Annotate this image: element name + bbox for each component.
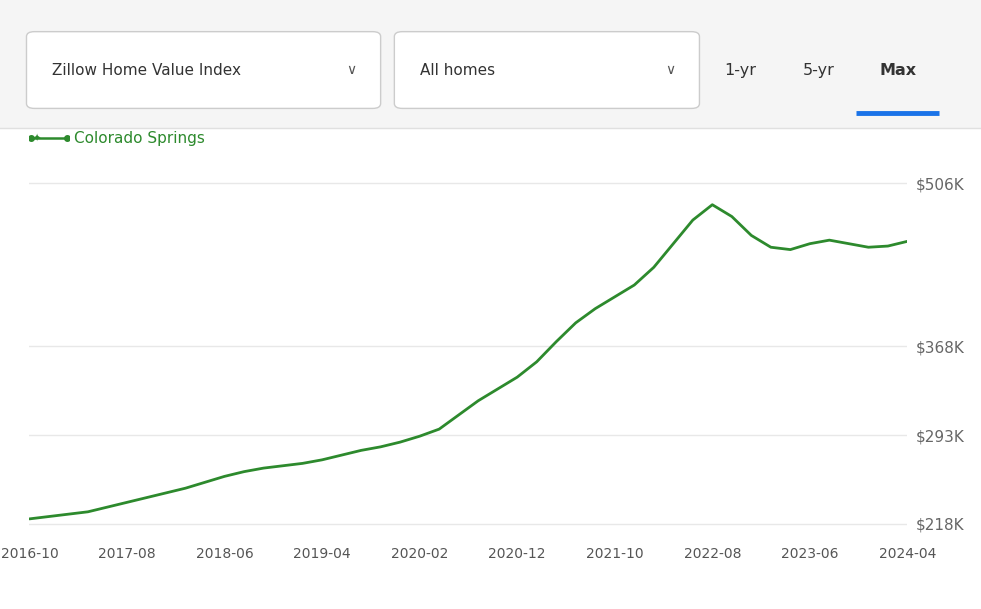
Text: 1-yr: 1-yr xyxy=(725,63,756,77)
Text: Max: Max xyxy=(879,63,916,77)
Text: 5-yr: 5-yr xyxy=(803,63,835,77)
Text: ∨: ∨ xyxy=(665,63,675,77)
Text: Colorado Springs: Colorado Springs xyxy=(74,131,204,146)
Text: ∨: ∨ xyxy=(346,63,356,77)
Text: ✦: ✦ xyxy=(32,133,40,143)
Text: Zillow Home Value Index: Zillow Home Value Index xyxy=(52,63,241,77)
Text: All homes: All homes xyxy=(420,63,495,77)
